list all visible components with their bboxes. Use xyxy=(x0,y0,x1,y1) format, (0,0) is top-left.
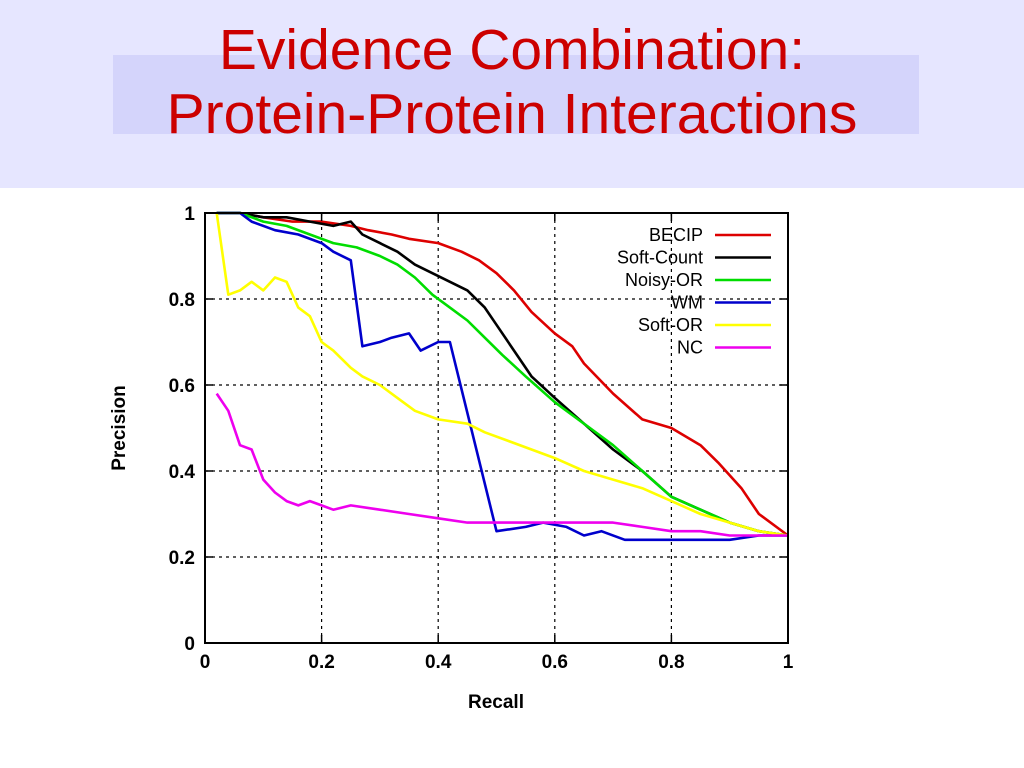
title-banner-box xyxy=(113,55,919,134)
plot-frame xyxy=(204,212,789,644)
x-tick-label: 0.8 xyxy=(658,652,684,673)
y-tick-label: 1 xyxy=(184,204,195,225)
series-line-nc xyxy=(215,392,788,537)
x-tick-label: 1 xyxy=(783,652,794,673)
series-lines xyxy=(215,211,789,542)
y-tick-label: 0.4 xyxy=(169,462,196,483)
grid xyxy=(205,213,788,643)
y-tick-label: 0.6 xyxy=(169,376,195,397)
legend-label-nc: NC xyxy=(677,338,703,358)
x-tick-label: 0.6 xyxy=(542,652,568,673)
y-tick-label: 0 xyxy=(184,634,195,655)
slide-title-line-2: Protein-Protein Interactions xyxy=(166,82,858,146)
series-line-noisy-or xyxy=(216,211,789,537)
legend-label-soft-or: Soft-OR xyxy=(638,315,703,335)
x-tick-label: 0.4 xyxy=(425,652,452,673)
y-axis-label: Precision xyxy=(109,385,130,471)
slide-title: Evidence Combination: Protein-Protein In… xyxy=(0,18,1024,146)
legend-label-wm: WM xyxy=(671,293,703,313)
y-tick-label: 0.8 xyxy=(169,290,195,311)
legend-label-becip: BECIP xyxy=(649,225,703,245)
legend-label-noisy-or: Noisy-OR xyxy=(625,270,703,290)
x-tick-label: 0 xyxy=(200,652,211,673)
slide-title-line-1: Evidence Combination: xyxy=(218,18,806,82)
legend-label-soft-count: Soft-Count xyxy=(617,248,703,268)
series-line-becip xyxy=(216,211,789,537)
x-axis-label: Recall xyxy=(468,692,524,713)
series-line-soft-or xyxy=(215,212,789,537)
axis-ticks: 0 0.2 0.4 0.6 0.8 1 0 0.2 0.4 0.6 0.8 1 xyxy=(169,204,794,673)
x-tick-label: 0.2 xyxy=(308,652,334,673)
y-tick-label: 0.2 xyxy=(169,548,195,569)
series-line-wm xyxy=(216,211,788,542)
precision-recall-chart: 0 0.2 0.4 0.6 0.8 1 0 0.2 0.4 0.6 0.8 1 BECIP Soft-C… xyxy=(109,204,794,713)
